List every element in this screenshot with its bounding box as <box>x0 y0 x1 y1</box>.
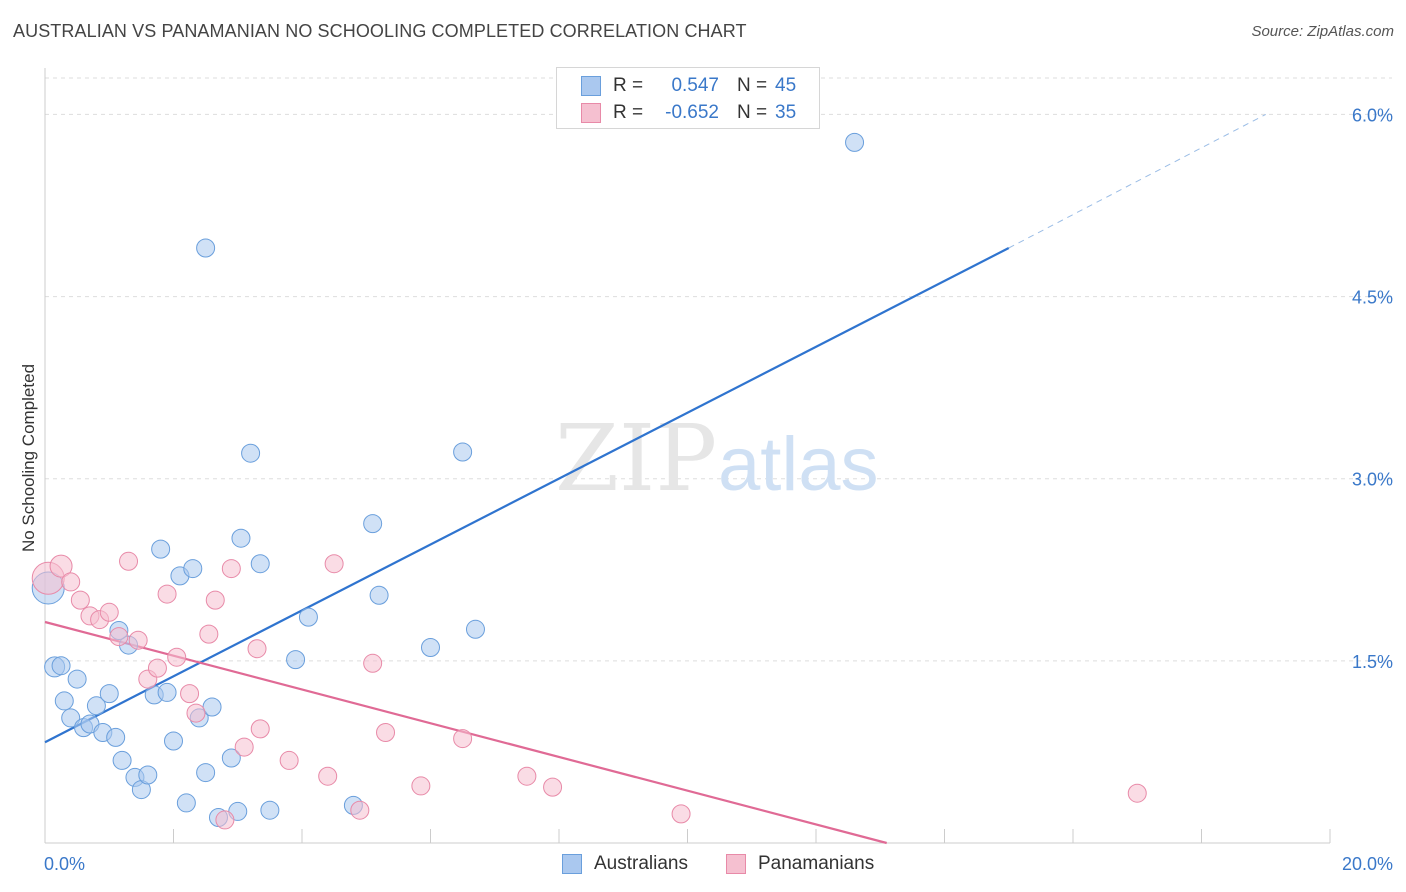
y-tick-label: 6.0% <box>1352 105 1393 125</box>
watermark-zip: ZIP <box>555 405 717 512</box>
panamanians-point <box>157 584 177 604</box>
legend-n-value: 45 <box>775 75 797 96</box>
australians-trend-extension <box>1008 113 1266 249</box>
panamanians-point <box>70 590 90 610</box>
legend-n-label: N = <box>737 102 768 123</box>
panamanians-point <box>363 653 383 673</box>
panamanians-point <box>350 800 370 820</box>
panamanians-point <box>671 804 691 824</box>
legend-label-australians: Australians <box>594 853 688 874</box>
australians-point <box>196 238 216 258</box>
panamanians-point <box>234 737 254 757</box>
panamanians-point <box>247 639 267 659</box>
legend-label-panamanians: Panamanians <box>758 853 875 874</box>
australians-point <box>151 539 171 559</box>
legend-swatch-pink <box>581 103 601 123</box>
australians-point <box>453 442 473 462</box>
australians-point <box>164 731 183 751</box>
australians-point <box>363 514 383 534</box>
y-tick-label: 1.5% <box>1352 652 1393 672</box>
australians-point <box>241 443 261 463</box>
australians-point <box>260 800 280 820</box>
australians-point <box>61 708 81 728</box>
chart-title: AUSTRALIAN VS PANAMANIAN NO SCHOOLING CO… <box>13 21 747 41</box>
x-tick-label-max: 20.0% <box>1342 854 1393 874</box>
australians-point <box>51 656 71 676</box>
panamanians-point <box>517 766 537 786</box>
panamanians-point <box>250 719 270 739</box>
legend-swatch-blue <box>581 76 601 96</box>
legend-r-value: 0.547 <box>671 75 719 96</box>
data-points <box>31 132 1147 830</box>
australians-point <box>196 763 216 783</box>
australians-trend-line <box>44 247 1010 744</box>
panamanians-point <box>324 554 344 574</box>
panamanians-point <box>199 624 219 644</box>
panamanians-point <box>49 554 73 578</box>
australians-point <box>298 607 318 627</box>
y-tick-label: 4.5% <box>1352 288 1393 308</box>
y-tick-label: 3.0% <box>1352 470 1393 490</box>
axes <box>44 68 1331 844</box>
legend-n-label: N = <box>737 75 768 96</box>
panamanians-point <box>1127 783 1147 803</box>
australians-point <box>369 585 389 605</box>
legend-swatch-blue <box>562 854 582 874</box>
panamanians-point <box>318 766 338 786</box>
australians-point <box>845 132 865 152</box>
legend-row-australians: R = 0.547 N = 45 <box>581 74 796 98</box>
australians-point <box>202 697 222 717</box>
panamanians-point <box>205 590 225 610</box>
bottom-legend-australians: Australians <box>562 852 688 876</box>
tick-labels: 1.5% 3.0% 4.5% 6.0% 0.0% 20.0% <box>44 105 1393 874</box>
panamanians-point <box>221 559 241 579</box>
australians-point <box>67 669 87 689</box>
watermark-atlas: atlas <box>718 422 879 507</box>
legend-r-value: -0.652 <box>665 102 719 123</box>
panamanians-point <box>167 647 187 667</box>
australians-point <box>250 554 270 574</box>
panamanians-point <box>128 630 148 650</box>
panamanians-point <box>180 684 200 704</box>
australians-point <box>183 559 203 579</box>
australians-point <box>421 638 440 657</box>
panamanians-point <box>543 777 563 797</box>
australians-point <box>221 748 241 768</box>
source-label: Source: ZipAtlas.com <box>1251 23 1394 40</box>
panamanians-point <box>453 729 473 749</box>
panamanians-point <box>147 658 167 678</box>
panamanians-point <box>61 572 81 592</box>
watermark: ZIP atlas <box>555 405 879 512</box>
panamanians-point <box>99 602 119 622</box>
australians-point <box>106 727 126 747</box>
panamanians-point <box>215 810 235 830</box>
australians-point <box>112 750 132 770</box>
australians-point <box>465 619 485 639</box>
australians-point <box>54 691 74 711</box>
australians-point <box>176 793 196 813</box>
correlation-legend: R = 0.547 N = 45 R = -0.652 N = 35 <box>556 67 820 129</box>
panamanians-point <box>119 551 139 571</box>
grid-lines <box>45 77 1392 662</box>
australians-point <box>231 528 251 548</box>
legend-r-label: R = <box>613 102 644 123</box>
panamanians-point <box>411 776 431 796</box>
legend-swatch-pink <box>726 854 746 874</box>
australians-point <box>286 650 306 670</box>
x-tick-label-min: 0.0% <box>44 854 85 874</box>
australians-point <box>138 765 158 785</box>
legend-r-label: R = <box>613 75 644 96</box>
australians-point <box>99 684 119 704</box>
panamanians-point <box>279 750 299 770</box>
legend-row-panamanians: R = -0.652 N = 35 <box>581 101 796 125</box>
panamanians-point <box>109 627 129 647</box>
panamanians-point <box>186 703 206 723</box>
panamanians-point <box>376 723 396 742</box>
australians-point <box>157 682 177 702</box>
legend-n-value: 35 <box>775 102 797 123</box>
bottom-legend-panamanians: Panamanians <box>726 852 874 876</box>
australians-point <box>86 696 106 716</box>
